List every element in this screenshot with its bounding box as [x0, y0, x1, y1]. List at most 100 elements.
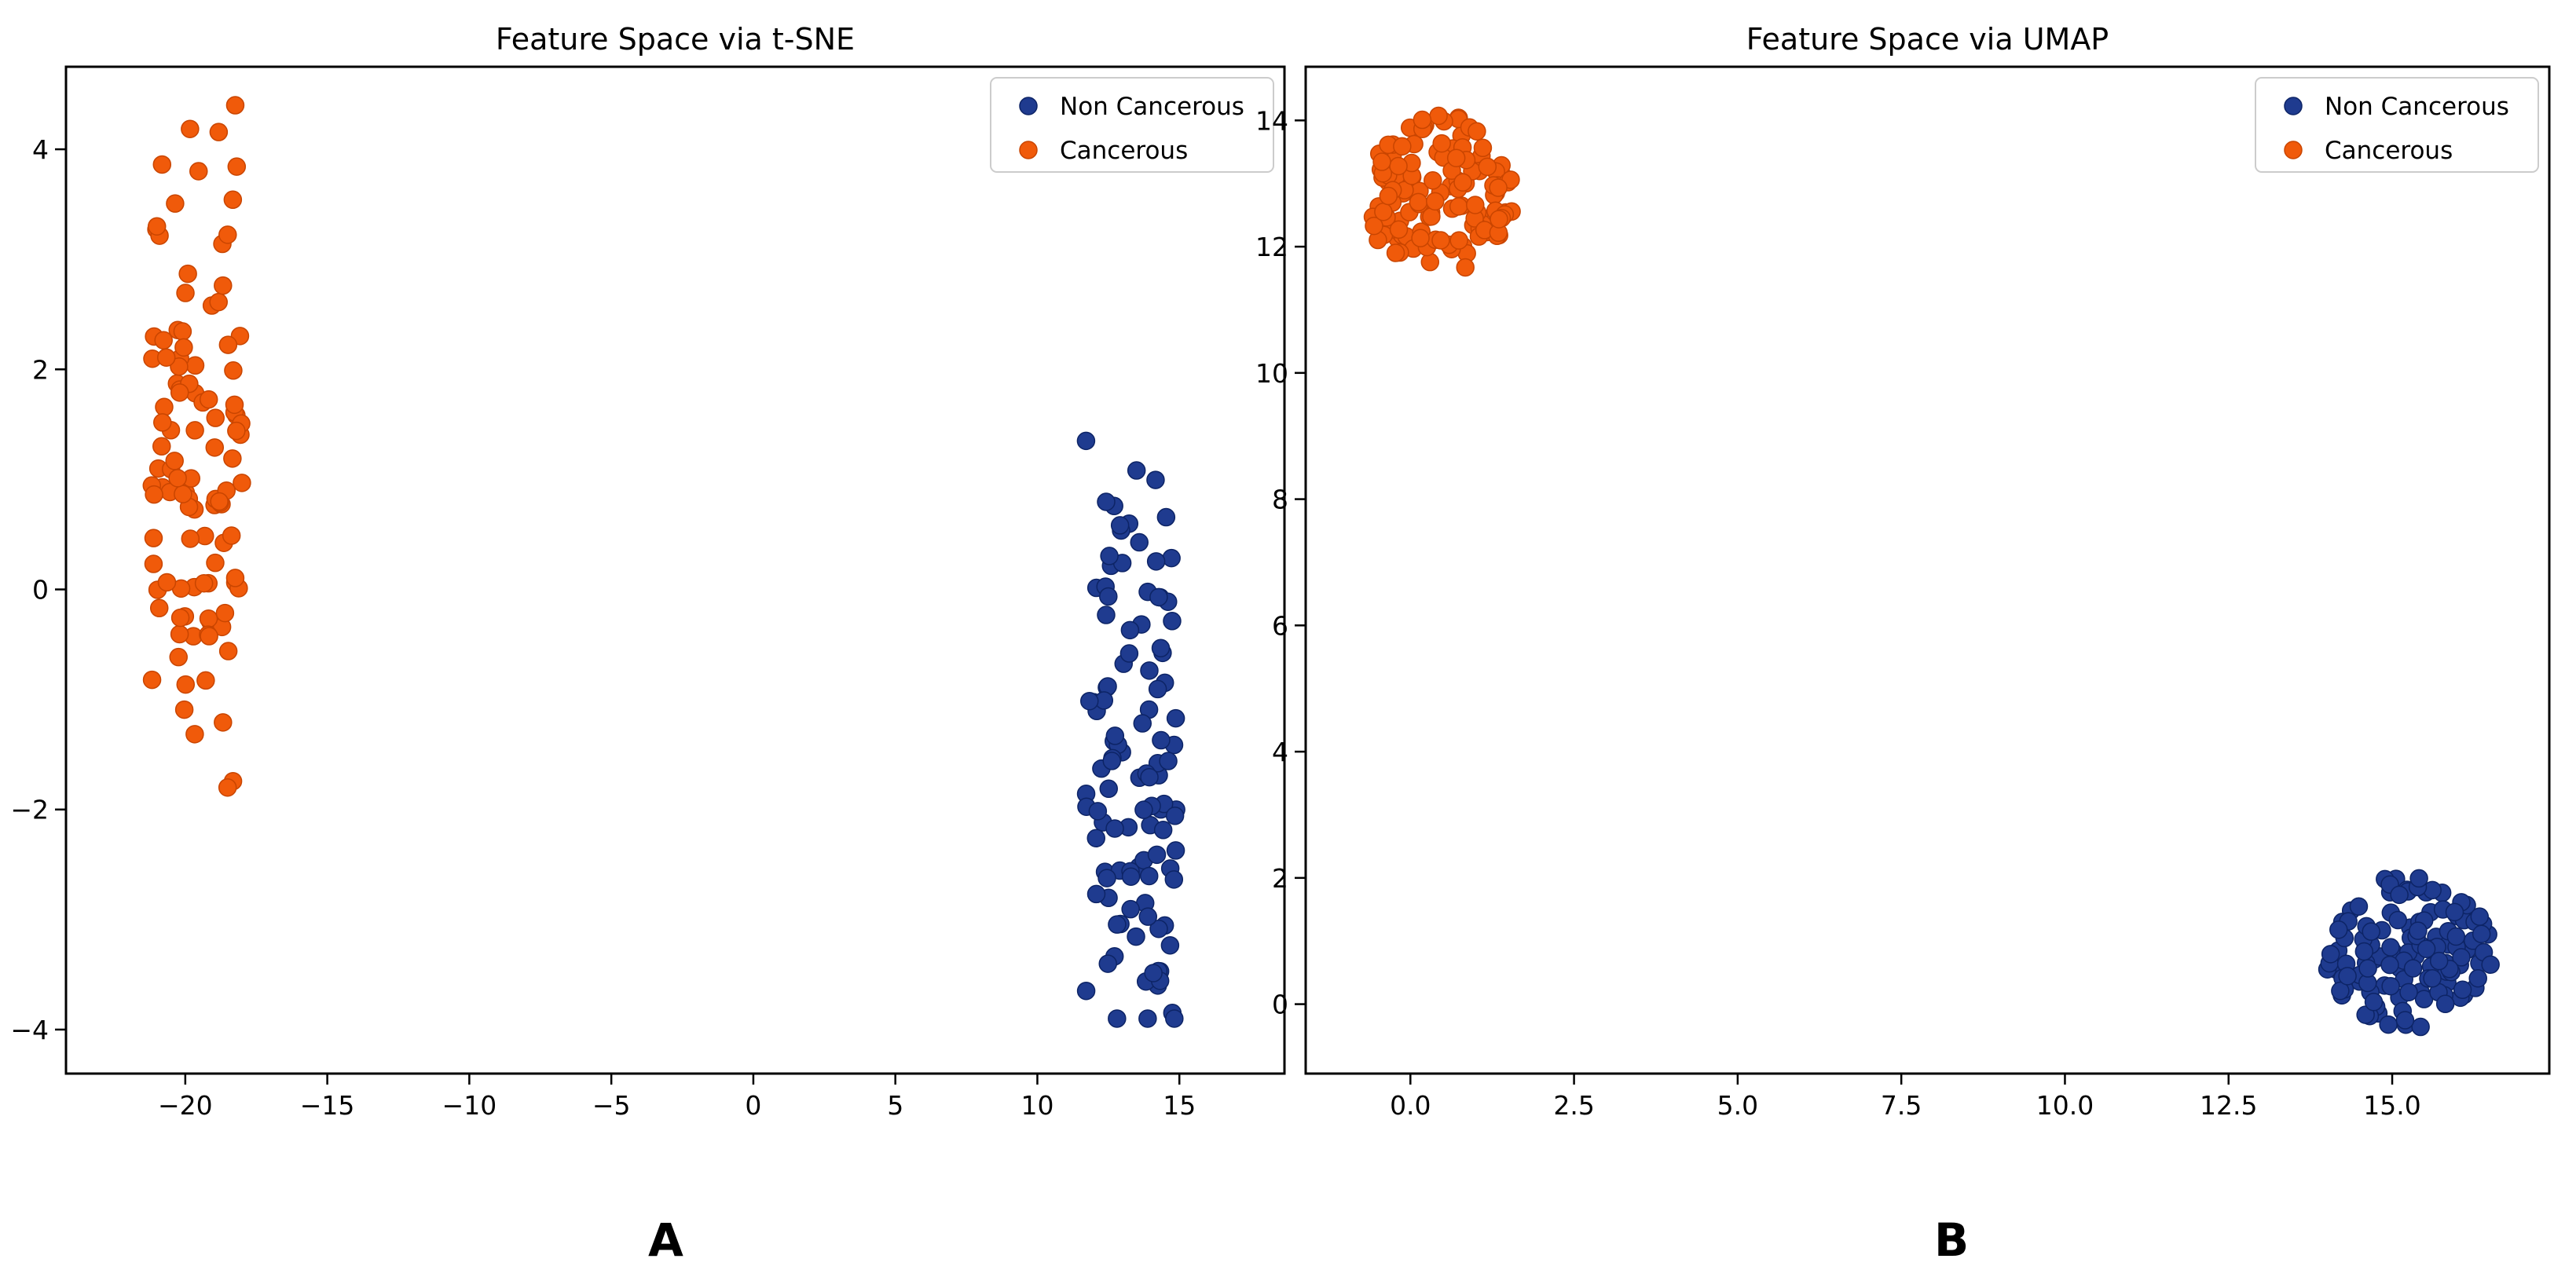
data-point	[200, 627, 218, 646]
data-point	[2403, 959, 2423, 978]
data-point	[1076, 431, 1096, 451]
umap-panel: Feature Space via UMAP 0.0 2.5 5.0 7.5 10.0 12…	[1255, 22, 2551, 1121]
data-point	[2417, 939, 2436, 958]
data-point	[2411, 1017, 2430, 1037]
data-point	[144, 529, 163, 547]
chart-title: Feature Space via UMAP	[1746, 22, 2109, 57]
x-tick-label: 12.5	[2200, 1090, 2257, 1121]
data-point	[2321, 945, 2340, 964]
legend-label: Cancerous	[1060, 137, 1188, 165]
data-point	[178, 264, 197, 284]
data-point	[1162, 548, 1181, 568]
x-tick-label: −20	[158, 1090, 213, 1121]
data-point	[1139, 866, 1159, 886]
data-point	[1389, 156, 1408, 176]
data-point	[2358, 959, 2377, 978]
data-point	[1489, 178, 1508, 197]
data-point	[1393, 137, 1412, 156]
data-point	[224, 361, 243, 380]
data-point	[176, 675, 196, 694]
y-tick-label: −2	[10, 795, 49, 825]
data-point	[2331, 981, 2350, 1001]
y-tick-label: 10	[1255, 358, 1288, 389]
data-point	[2388, 910, 2408, 930]
x-tick-label: 15	[1163, 1090, 1196, 1121]
data-point	[214, 713, 233, 732]
legend-box	[2255, 77, 2539, 173]
series-cancerous	[142, 96, 251, 797]
data-point	[2435, 994, 2455, 1014]
data-point	[1086, 829, 1106, 848]
data-point	[218, 642, 238, 660]
points-layer	[142, 96, 1185, 1028]
data-point	[185, 421, 204, 440]
data-point	[1449, 197, 1468, 216]
data-point	[152, 437, 171, 456]
legend-marker	[2284, 97, 2303, 115]
x-tick-label: −15	[300, 1090, 355, 1121]
data-point	[2390, 885, 2409, 905]
data-point	[174, 700, 194, 719]
legend-box	[990, 77, 1274, 173]
data-point	[199, 609, 218, 628]
data-point	[218, 335, 238, 354]
y-tick-label: 4	[32, 134, 49, 165]
x-tick-label: 5	[887, 1090, 903, 1121]
data-point	[154, 331, 173, 350]
data-point	[209, 292, 228, 312]
series-non-cancerous	[1076, 431, 1185, 1028]
data-point	[170, 608, 190, 628]
data-point	[1138, 1009, 1157, 1028]
data-point	[1108, 1009, 1127, 1028]
data-point	[1379, 186, 1398, 206]
data-point	[1166, 841, 1185, 860]
data-point	[210, 492, 229, 511]
data-point	[227, 421, 246, 441]
y-tick-label: 4	[1272, 737, 1288, 767]
data-point	[2362, 922, 2380, 941]
data-point	[2395, 1011, 2415, 1030]
data-point	[1097, 869, 1116, 887]
x-tick-label: 0	[745, 1090, 761, 1121]
data-point	[1156, 507, 1176, 527]
data-point	[222, 526, 241, 545]
legend: Non Cancerous Cancerous	[2255, 77, 2539, 173]
axes-frame	[64, 65, 1286, 1075]
data-point	[189, 162, 208, 181]
y-tick-label: 6	[1272, 610, 1288, 641]
data-point	[1102, 752, 1122, 770]
panel-label-b: B	[1934, 1213, 1970, 1267]
data-point	[1088, 802, 1108, 821]
data-point	[1449, 231, 1468, 250]
data-point	[173, 322, 192, 341]
x-tick-label: 2.5	[1553, 1090, 1594, 1121]
data-point	[209, 123, 229, 141]
data-point	[1166, 708, 1185, 728]
data-point	[1153, 821, 1173, 840]
data-point	[1160, 935, 1180, 955]
data-point	[225, 96, 245, 115]
data-point	[2381, 976, 2400, 996]
data-point	[1432, 134, 1451, 153]
data-point	[2399, 982, 2418, 1002]
data-point	[1144, 964, 1163, 982]
data-point	[196, 671, 215, 690]
data-point	[1146, 470, 1165, 489]
data-point	[1411, 229, 1430, 247]
data-point	[2379, 1015, 2398, 1034]
data-point	[227, 157, 247, 176]
panel-label-a: A	[648, 1213, 683, 1267]
data-point	[206, 553, 225, 573]
x-tick-label: 15.0	[2363, 1090, 2420, 1121]
data-point	[215, 603, 235, 623]
data-point	[1127, 927, 1145, 946]
data-point	[1478, 157, 1497, 177]
data-point	[166, 194, 185, 213]
data-point	[1389, 220, 1409, 240]
legend-label: Cancerous	[2325, 137, 2453, 165]
x-tick-label: 0.0	[1390, 1090, 1431, 1121]
data-point	[157, 573, 177, 592]
data-point	[156, 348, 176, 367]
data-point	[2409, 869, 2428, 888]
